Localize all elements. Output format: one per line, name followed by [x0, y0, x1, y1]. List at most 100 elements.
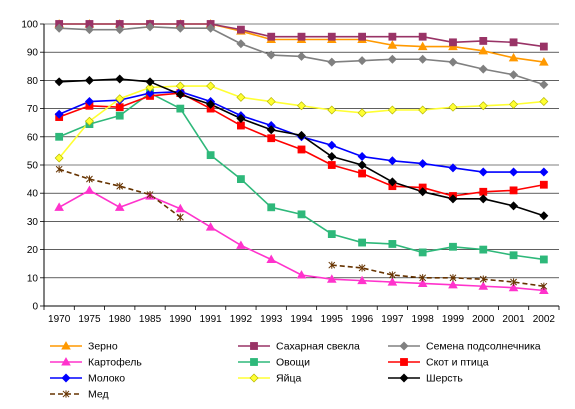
series-2-point-1993 [266, 50, 276, 60]
data-points [54, 19, 549, 295]
legend-swatch-marker [61, 357, 71, 366]
series-1-point-1995 [327, 32, 336, 41]
legend-swatch-marker [62, 390, 70, 398]
x-tick-label-1994: 1994 [290, 314, 313, 325]
legend-label: Шерсть [426, 373, 463, 385]
series-8-point-1985 [145, 77, 155, 87]
series-2-point-1992 [236, 39, 246, 49]
x-tick-label-2002: 2002 [533, 314, 556, 325]
series-4-point-1998 [418, 248, 427, 257]
series-4-point-1996 [358, 238, 366, 247]
series-5-point-1992 [237, 121, 245, 130]
legend-swatch-marker [399, 373, 409, 383]
series-9-point-1997 [388, 271, 396, 279]
y-tick-label-70: 70 [27, 104, 39, 115]
series-5-point-2001 [509, 186, 518, 195]
series-2-point-1990 [175, 23, 185, 33]
series-8-point-1994 [297, 130, 306, 140]
series-9-line [58, 168, 544, 288]
series-2-point-1998 [418, 54, 428, 64]
series-5-point-1994 [297, 145, 306, 154]
legend-item-2: Семена подсолнечника [388, 341, 541, 353]
series-3-point-1992 [236, 240, 246, 249]
series-5-point-1980 [115, 103, 124, 112]
series-2-point-1994 [297, 51, 306, 61]
series-7-point-1996 [357, 108, 367, 118]
series-7-point-1975 [84, 116, 94, 126]
legend-item-3: Картофель [50, 357, 142, 369]
legend-swatch-marker [250, 358, 258, 366]
series-4-point-1992 [237, 175, 245, 183]
y-tick-label-50: 50 [27, 161, 39, 172]
y-tick-label-20: 20 [27, 245, 39, 256]
legend-item-5: Скот и птица [388, 357, 489, 369]
legend-swatch-marker [61, 373, 71, 383]
series-3-point-1994 [296, 270, 307, 279]
axes [40, 23, 560, 310]
series-8-point-1996 [357, 160, 367, 170]
legend-label: Молоко [88, 373, 125, 385]
y-tick-label-30: 30 [27, 217, 39, 228]
tick-labels: 0 10 20 30 40 50 60 70 80 90 100 1970 1975 1980 1985 19… [21, 20, 555, 326]
series-6-point-1985 [145, 88, 155, 98]
series-7-point-1995 [327, 105, 337, 115]
series-4-point-1995 [327, 230, 336, 238]
x-tick-label-1975: 1975 [78, 314, 101, 325]
series-0-point-2000 [478, 45, 489, 55]
legend-item-0: Зерно [50, 341, 118, 353]
series-4-point-1970 [55, 132, 64, 141]
series-9-point-1999 [449, 274, 457, 282]
series-5-point-1996 [358, 169, 366, 178]
series-5-point-2002 [539, 180, 548, 189]
series-4-point-1980 [115, 111, 124, 120]
y-tick-label-80: 80 [27, 76, 39, 87]
series-1-point-2001 [509, 38, 518, 47]
series-9-point-2001 [510, 278, 517, 286]
series-3-point-1996 [357, 275, 367, 285]
series-5-point-1993 [267, 134, 276, 143]
legend-swatch-marker [250, 342, 258, 350]
series-9-point-2002 [540, 282, 548, 290]
series-7-point-1991 [206, 81, 216, 91]
legend-label: Картофель [88, 357, 142, 369]
series-7-point-1993 [266, 97, 276, 107]
x-tick-label-1980: 1980 [109, 314, 132, 325]
series-2-point-1991 [206, 23, 216, 33]
legend-label: Зерно [88, 341, 118, 353]
series-7-point-1997 [387, 105, 397, 115]
series-2-point-1985 [145, 22, 155, 32]
series-7-point-2002 [539, 97, 549, 107]
series-9-point-1980 [116, 182, 124, 190]
series-3-point-2000 [478, 281, 489, 290]
series-7-point-1992 [236, 92, 246, 102]
x-tick-label-2001: 2001 [502, 314, 525, 325]
legend-label: Яйца [276, 373, 301, 385]
series-0-point-2001 [508, 52, 519, 62]
series-8-point-1970 [54, 77, 64, 87]
series-8-point-2000 [478, 194, 488, 204]
series-7-point-1970 [54, 153, 64, 163]
series-9-point-1996 [358, 264, 366, 272]
series-7-point-1998 [418, 105, 428, 115]
series-7-point-1985 [145, 82, 155, 92]
series-7-point-2001 [509, 99, 519, 109]
series-6-point-2001 [509, 167, 519, 177]
series-3-point-1999 [448, 279, 458, 289]
series-4-point-1990 [176, 104, 185, 113]
series-6-point-2000 [478, 167, 488, 177]
x-tick-label-1996: 1996 [351, 314, 374, 325]
y-tick-label-90: 90 [27, 48, 39, 59]
series-1-point-1992 [237, 25, 245, 34]
x-tick-label-1998: 1998 [412, 314, 435, 325]
series-4-point-1991 [206, 151, 215, 160]
series-8-point-2001 [509, 201, 519, 211]
series-1-point-1997 [388, 32, 397, 41]
legend-swatch-marker [399, 341, 409, 351]
legend-swatch-marker [61, 341, 71, 350]
series-3-point-2002 [539, 285, 549, 295]
series-4-point-1997 [388, 240, 397, 248]
series-3-point-1998 [417, 278, 428, 287]
series-6-point-1995 [327, 140, 337, 150]
series-8-point-1991 [206, 99, 216, 109]
series-1-point-2000 [479, 37, 488, 45]
